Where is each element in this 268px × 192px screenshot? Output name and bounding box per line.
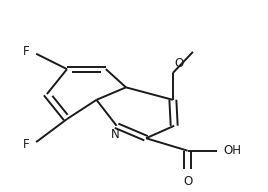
- Text: OH: OH: [224, 144, 242, 157]
- Text: F: F: [23, 137, 29, 151]
- Text: O: O: [183, 175, 192, 188]
- Text: N: N: [111, 128, 120, 141]
- Text: F: F: [23, 45, 29, 58]
- Text: O: O: [174, 57, 184, 70]
